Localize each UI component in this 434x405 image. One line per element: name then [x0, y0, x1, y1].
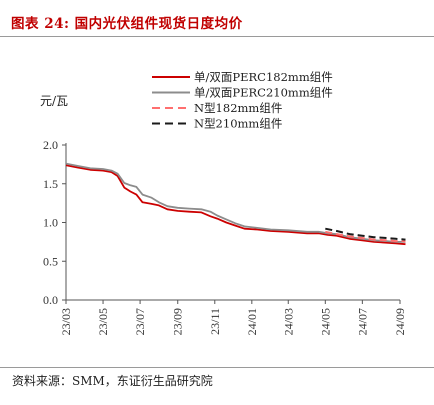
y-tick-label: 2.0	[43, 138, 58, 152]
legend-label-1: 单/双面PERC182mm组件	[194, 70, 333, 84]
y-tick-label: 0.0	[43, 293, 58, 307]
legend-label-4: N型210mm组件	[194, 117, 282, 131]
y-tick-label: 0.5	[43, 254, 58, 268]
series-line-1	[65, 164, 406, 246]
y-axis-unit-label: 元/瓦	[40, 94, 69, 108]
legend-label-3: N型182mm组件	[194, 101, 282, 115]
x-tick-label: 24/05	[318, 308, 332, 335]
series-line-2	[65, 162, 406, 243]
x-tick-label: 24/09	[393, 308, 407, 335]
x-tick-label: 23/07	[133, 308, 147, 335]
series-line-3	[325, 230, 406, 243]
x-tick-label: 23/09	[171, 308, 185, 335]
x-tick-label: 23/11	[208, 308, 222, 335]
legend-label-2: 单/双面PERC210mm组件	[194, 86, 333, 100]
bottom-divider	[0, 367, 434, 368]
x-tick-label: 24/07	[355, 308, 369, 335]
y-tick-label: 1.5	[43, 177, 58, 191]
chart-series	[65, 162, 406, 246]
source-note: 资料来源：SMM，东证衍生品研究院	[12, 374, 213, 388]
top-divider	[0, 36, 434, 37]
figure-title: 图表 24: 国内光伏组件现货日度均价	[11, 16, 243, 32]
series-line-4	[325, 227, 406, 241]
x-tick-label: 23/03	[59, 308, 73, 335]
chart-axes: 0.0 0.5 1.0 1.5 2.0 23/03 23/05 23/07 23/09 23/11…	[43, 138, 407, 335]
x-tick-label: 23/05	[96, 308, 110, 335]
x-tick-label: 24/01	[245, 308, 259, 335]
x-tick-label: 24/03	[281, 308, 295, 335]
y-tick-label: 1.0	[43, 216, 58, 230]
